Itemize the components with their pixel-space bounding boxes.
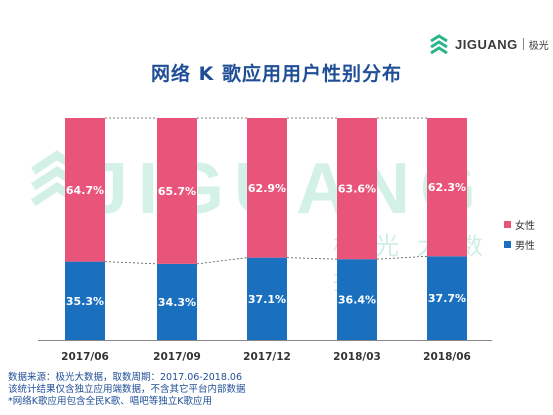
bar-female-0 (65, 118, 105, 262)
data-label-female-4: 62.3% (428, 181, 466, 194)
legend-label-female: 女性 (515, 220, 535, 232)
connector-lines-group (104, 117, 428, 265)
legend-label-male: 男性 (515, 240, 535, 252)
bars-group (65, 118, 467, 340)
connector-split-3 (376, 255, 428, 260)
brand-name-cn: 极光 (528, 40, 549, 52)
bar-female-2 (247, 118, 287, 258)
bar-female-4 (427, 118, 467, 257)
x-tick-label-1: 2017/09 (153, 351, 201, 363)
connector-split-0 (104, 261, 158, 265)
legend-swatch-male (504, 240, 511, 248)
brand-logo: JIGUANG 极光 (428, 33, 549, 55)
x-tick-label-2: 2017/12 (243, 351, 291, 363)
data-label-male-0: 35.3% (66, 295, 104, 308)
footnote-source: 数据来源：极光大数据，取数周期：2017.06-2018.06 (8, 372, 242, 383)
data-label-female-0: 64.7% (66, 184, 104, 197)
data-label-female-3: 63.6% (338, 183, 376, 196)
legend-swatch-female (504, 220, 511, 228)
footnotes: 数据来源：极光大数据，取数周期：2017.06-2018.06 该统计结果仅含独… (8, 372, 246, 408)
bar-female-3 (337, 118, 377, 260)
bar-female-1 (157, 118, 197, 264)
brand-separator (522, 38, 524, 50)
connector-split-1 (196, 257, 248, 265)
chart-title: 网络 K 歌应用用户性别分布 (151, 63, 402, 85)
data-label-female-1: 65.7% (158, 185, 196, 198)
data-label-male-3: 36.4% (338, 294, 376, 307)
bar-male-1 (157, 263, 197, 340)
connector-split-2 (286, 257, 338, 260)
legend-item-male: 男性 (504, 234, 535, 254)
brand-name: JIGUANG (455, 36, 518, 52)
bar-male-2 (247, 257, 287, 340)
legend: 女性 男性 (504, 214, 535, 254)
data-labels-group: 64.7% 35.3% 65.7% 34.3% 62.9% 37.1% 63.6% 36.4%… (66, 181, 466, 309)
data-label-male-2: 37.1% (248, 293, 286, 306)
bar-male-0 (65, 261, 105, 340)
x-tick-label-4: 2018/06 (423, 351, 471, 363)
data-label-male-4: 37.7% (428, 292, 466, 305)
footnote-definition: *网络K歌应用包含全民K歌、唱吧等独立K歌应用 (8, 396, 212, 407)
x-tick-label-3: 2018/03 (333, 351, 381, 363)
x-tick-label-0: 2017/06 (61, 351, 109, 363)
footnote-scope: 该统计结果仅含独立应用端数据，不含其它平台内部数据 (8, 384, 246, 395)
bar-male-4 (427, 256, 467, 340)
bar-male-3 (337, 259, 377, 340)
data-label-female-2: 62.9% (248, 182, 286, 195)
x-axis: 2017/06 2017/09 2017/12 2018/03 2018/06 (38, 340, 492, 363)
jiguang-logo-icon (430, 34, 448, 55)
legend-item-female: 女性 (504, 214, 535, 234)
data-label-male-1: 34.3% (158, 296, 196, 309)
